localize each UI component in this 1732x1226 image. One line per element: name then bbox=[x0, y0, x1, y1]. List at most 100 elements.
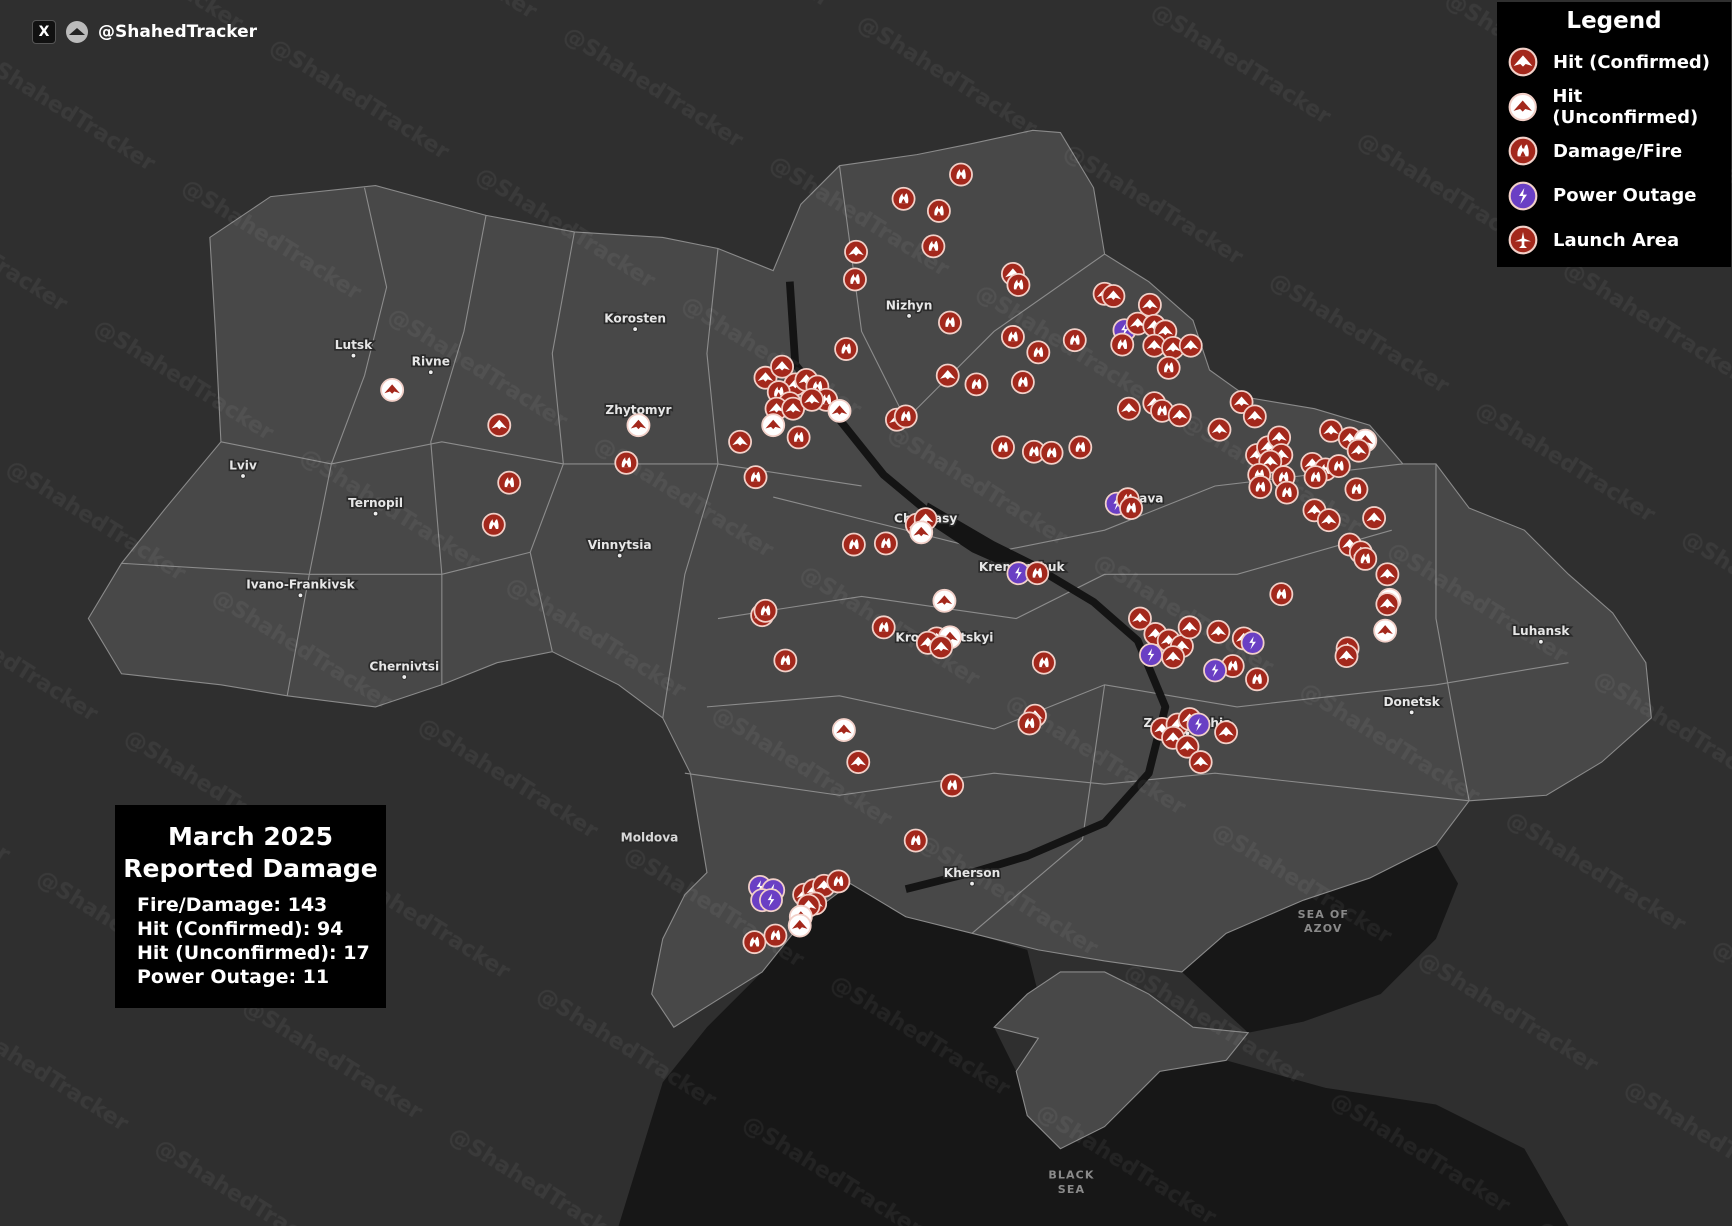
fire-marker[interactable] bbox=[1274, 480, 1299, 505]
hit-unconfirmed-marker[interactable] bbox=[380, 377, 405, 402]
hit-confirmed-marker[interactable] bbox=[929, 635, 954, 660]
fire-marker[interactable] bbox=[1156, 355, 1181, 380]
hit-unconfirmed-marker[interactable] bbox=[831, 718, 856, 743]
hit-confirmed-marker[interactable] bbox=[1161, 645, 1186, 670]
city-label: Ternopil bbox=[348, 496, 403, 510]
fire-marker[interactable] bbox=[1068, 435, 1093, 460]
hit-confirmed-marker[interactable] bbox=[487, 413, 512, 438]
fire-marker[interactable] bbox=[763, 923, 788, 948]
hit-unconfirmed-marker[interactable] bbox=[787, 913, 812, 938]
hit-confirmed-marker[interactable] bbox=[1177, 615, 1202, 640]
hit-confirmed-marker[interactable] bbox=[1207, 417, 1232, 442]
hit-confirmed-marker[interactable] bbox=[1206, 619, 1231, 644]
fire-marker[interactable] bbox=[1326, 454, 1351, 479]
power-outage-marker[interactable] bbox=[759, 888, 783, 913]
hit-confirmed-marker[interactable] bbox=[1167, 403, 1192, 428]
fire-marker[interactable] bbox=[481, 512, 506, 537]
hit-confirmed-marker[interactable] bbox=[1319, 418, 1343, 443]
hit-unconfirmed-marker[interactable] bbox=[932, 588, 957, 613]
city-dot bbox=[401, 674, 408, 681]
hit-unconfirmed-marker[interactable] bbox=[761, 413, 786, 438]
fire-marker[interactable] bbox=[1017, 711, 1042, 736]
hit-confirmed-marker[interactable] bbox=[846, 750, 871, 775]
hit-confirmed-marker[interactable] bbox=[1188, 750, 1213, 775]
fire-marker[interactable] bbox=[1303, 465, 1328, 490]
fire-marker[interactable] bbox=[871, 615, 896, 640]
hit-unconfirmed-marker[interactable] bbox=[909, 520, 934, 545]
fire-marker[interactable] bbox=[926, 199, 951, 223]
fire-marker[interactable] bbox=[921, 234, 946, 259]
fire-marker[interactable] bbox=[940, 773, 965, 798]
x-logo-icon[interactable]: X bbox=[32, 20, 56, 44]
fire-marker[interactable] bbox=[1353, 546, 1378, 571]
city-dot bbox=[297, 592, 304, 599]
fire-marker[interactable] bbox=[873, 531, 898, 556]
fire-marker[interactable] bbox=[1039, 440, 1064, 465]
stat-power-outage: Power Outage: 11 bbox=[137, 966, 330, 988]
hit-confirmed-marker[interactable] bbox=[1214, 720, 1239, 745]
fire-marker[interactable] bbox=[1150, 398, 1174, 423]
fire-marker[interactable] bbox=[1062, 328, 1087, 353]
hit-confirmed-marker[interactable] bbox=[1101, 284, 1126, 308]
fire-marker[interactable] bbox=[891, 186, 916, 211]
fire-marker[interactable] bbox=[1119, 496, 1144, 521]
hit-confirmed-marker[interactable] bbox=[1175, 734, 1200, 759]
hit-confirmed-marker[interactable] bbox=[1142, 333, 1167, 358]
fire-marker[interactable] bbox=[786, 425, 811, 450]
hit-confirmed-marker[interactable] bbox=[1346, 438, 1371, 463]
fire-marker[interactable] bbox=[1245, 667, 1269, 692]
fire-marker[interactable] bbox=[826, 869, 851, 894]
fire-marker[interactable] bbox=[742, 930, 767, 955]
power-outage-marker[interactable] bbox=[1186, 712, 1211, 737]
fire-marker[interactable] bbox=[938, 310, 962, 335]
hit-confirmed-marker[interactable] bbox=[1316, 508, 1341, 533]
city-dot bbox=[969, 880, 976, 887]
fire-marker[interactable] bbox=[1248, 475, 1273, 500]
power-outage-marker[interactable] bbox=[1240, 630, 1265, 655]
hit-confirmed-marker[interactable] bbox=[935, 363, 960, 388]
hit-confirmed-marker[interactable] bbox=[1375, 562, 1400, 587]
fire-marker[interactable] bbox=[991, 435, 1015, 460]
fire-marker[interactable] bbox=[1269, 582, 1294, 607]
hit-unconfirmed-marker[interactable] bbox=[626, 413, 651, 438]
hit-confirmed-marker[interactable] bbox=[770, 354, 794, 379]
fire-marker[interactable] bbox=[1021, 439, 1046, 464]
hit-confirmed-marker[interactable] bbox=[1242, 404, 1267, 429]
fire-marker[interactable] bbox=[949, 162, 973, 187]
power-outage-marker[interactable] bbox=[1203, 658, 1227, 683]
power-outage-marker[interactable] bbox=[1139, 643, 1163, 667]
hit-unconfirmed-marker[interactable] bbox=[827, 398, 852, 423]
hit-confirmed-marker[interactable] bbox=[1375, 592, 1400, 617]
fire-marker[interactable] bbox=[1010, 370, 1035, 395]
fire-marker[interactable] bbox=[1006, 273, 1031, 297]
hit-confirmed-marker[interactable] bbox=[728, 429, 753, 454]
fire-marker[interactable] bbox=[1110, 332, 1135, 357]
hit-confirmed-marker[interactable] bbox=[1362, 506, 1387, 530]
fire-marker[interactable] bbox=[773, 648, 798, 673]
fire-marker[interactable] bbox=[614, 450, 639, 475]
fire-marker[interactable] bbox=[834, 337, 859, 361]
fire-marker[interactable] bbox=[1000, 324, 1025, 349]
hit-confirmed-marker[interactable] bbox=[844, 239, 868, 264]
fire-marker[interactable] bbox=[1026, 340, 1051, 365]
hit-unconfirmed-marker[interactable] bbox=[1373, 618, 1398, 643]
fire-marker[interactable] bbox=[841, 532, 866, 557]
fire-marker[interactable] bbox=[1031, 650, 1056, 675]
hit-confirmed-marker[interactable] bbox=[1116, 396, 1141, 421]
hit-confirmed-marker[interactable] bbox=[1178, 333, 1203, 358]
hit-confirmed-marker[interactable] bbox=[799, 387, 824, 412]
fire-marker[interactable] bbox=[843, 267, 867, 292]
hit-confirmed-marker[interactable] bbox=[1334, 644, 1359, 669]
fire-marker[interactable] bbox=[1025, 561, 1050, 586]
fire-marker[interactable] bbox=[903, 828, 928, 853]
fire-marker[interactable] bbox=[497, 470, 522, 495]
hit-confirmed-marker[interactable] bbox=[1128, 606, 1152, 631]
fire-marker[interactable] bbox=[1220, 654, 1245, 678]
hit-confirmed-marker[interactable] bbox=[1267, 425, 1292, 450]
fire-marker[interactable] bbox=[1344, 477, 1369, 502]
fire-marker[interactable] bbox=[753, 598, 778, 623]
fire-marker[interactable] bbox=[743, 465, 768, 490]
fire-marker[interactable] bbox=[964, 372, 989, 397]
fire-marker[interactable] bbox=[893, 404, 918, 429]
